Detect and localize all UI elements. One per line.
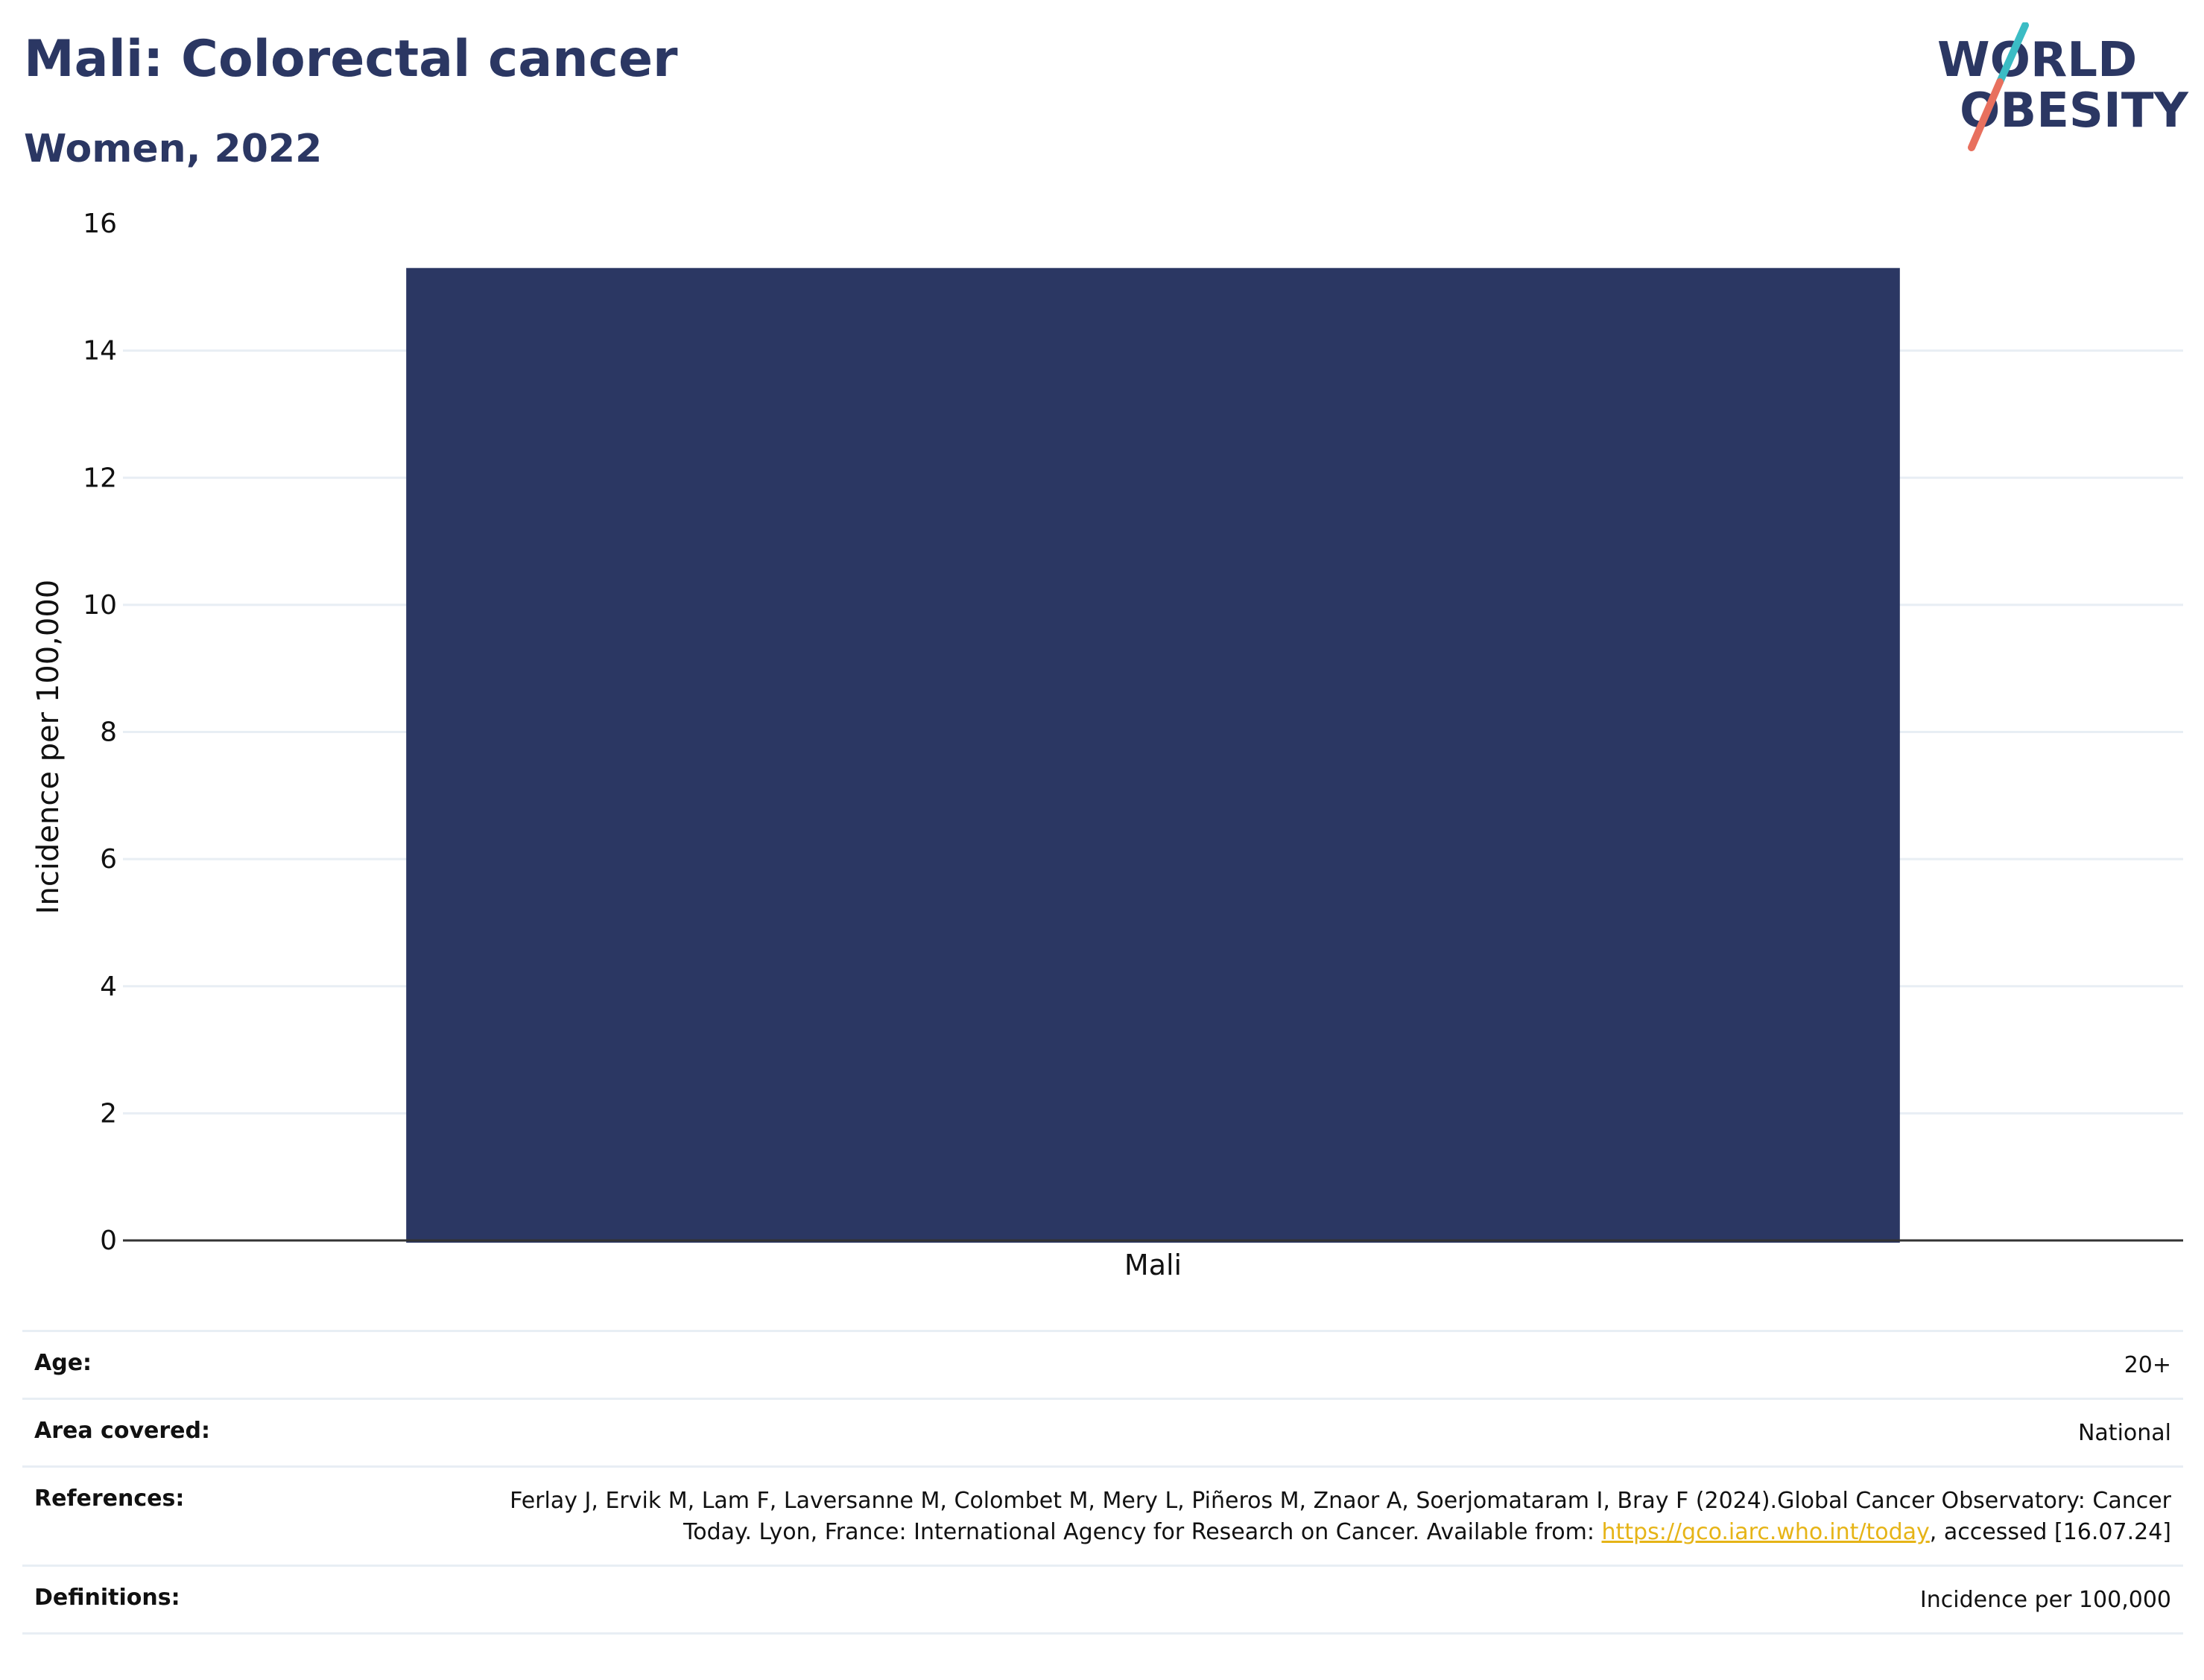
area-label: Area covered:: [34, 1418, 210, 1444]
y-tick-label: 4: [100, 971, 117, 1002]
age-value: 20+: [2124, 1352, 2171, 1378]
definitions-value: Incidence per 100,000: [1919, 1587, 2171, 1613]
info-row-references: References: Ferlay J, Ervik M, Lam F, La…: [22, 1465, 2183, 1565]
area-value: National: [2077, 1420, 2171, 1446]
logo-slash-top: [1996, 22, 2029, 86]
definitions-label: Definitions:: [34, 1585, 180, 1611]
y-tick-label: 12: [83, 463, 117, 493]
info-row-definitions: Definitions: Incidence per 100,000: [22, 1565, 2183, 1635]
y-tick-label: 10: [83, 590, 117, 621]
references-suffix: , accessed [16.07.24]: [1929, 1519, 2171, 1545]
logo-line-1: WORLD: [1937, 33, 2137, 88]
references-value: Ferlay J, Ervik M, Lam F, Laversanne M, …: [502, 1486, 2171, 1548]
age-label: Age:: [34, 1350, 92, 1376]
logo-slash-bottom: [1968, 78, 2004, 151]
page-subtitle: Women, 2022: [24, 127, 323, 171]
info-row-age: Age: 20+: [22, 1330, 2183, 1398]
references-text: Ferlay J, Ervik M, Lam F, Laversanne M, …: [510, 1488, 2171, 1545]
info-table: Age: 20+ Area covered: National Referenc…: [22, 1330, 2183, 1635]
world-obesity-logo: WORLD OBESITY: [1937, 22, 2188, 151]
references-link[interactable]: https://gco.iarc.who.int/today: [1601, 1519, 1930, 1545]
y-tick-label: 16: [83, 209, 117, 239]
bar-chart: 0 2 4 6 8 10 12 14 16 Mali Incidence per 100,000: [31, 209, 2183, 1281]
page-title: Mali: Colorectal cancer: [24, 30, 678, 89]
bar: [406, 267, 1900, 1243]
y-tick-label: 0: [100, 1226, 117, 1256]
references-label: References:: [34, 1486, 185, 1512]
y-tick-label: 14: [83, 336, 117, 367]
y-axis-label: Incidence per 100,000: [31, 580, 66, 915]
info-row-area: Area covered: National: [22, 1398, 2183, 1465]
y-tick-label: 6: [100, 844, 117, 875]
y-tick-label: 2: [100, 1098, 117, 1129]
y-tick-label: 8: [100, 717, 117, 748]
x-tick-label: Mali: [1124, 1249, 1182, 1281]
